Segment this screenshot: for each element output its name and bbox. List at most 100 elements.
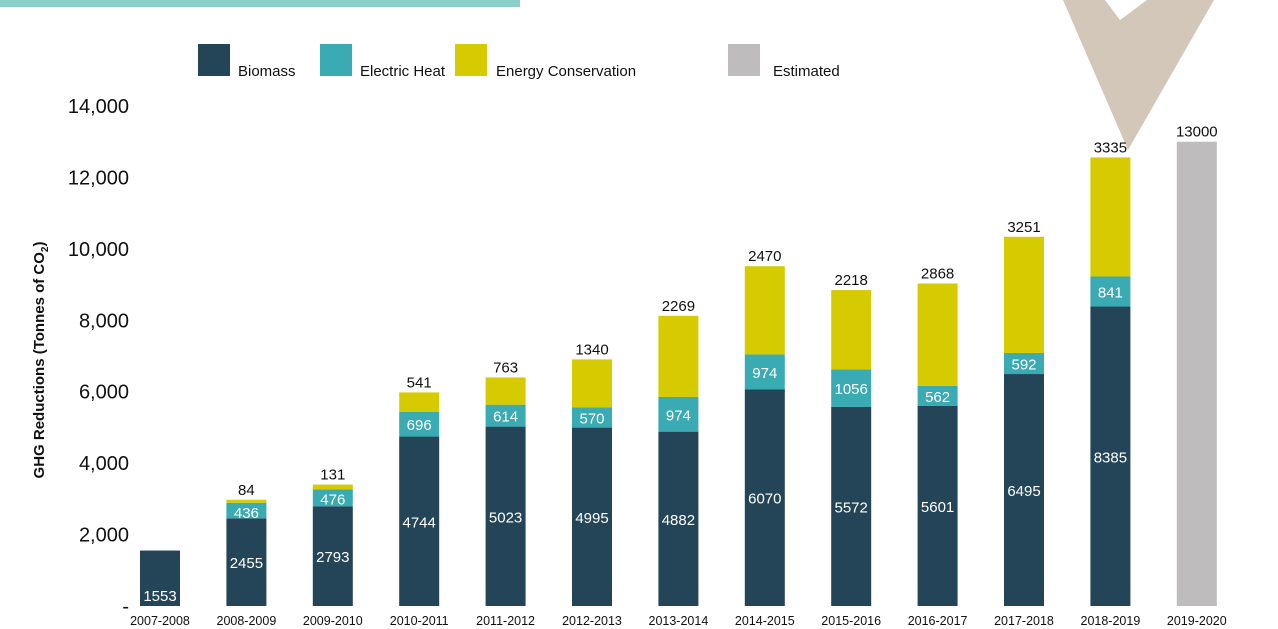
- bar-electric-heat-2016-2017: [917, 385, 958, 406]
- bar-layer: [140, 141, 1217, 606]
- bar-biomass-2018-2019: [1090, 306, 1131, 606]
- bar-label-electric-heat-2018-2019: 841: [1098, 285, 1123, 302]
- bar-electric-heat-2015-2016: [831, 369, 872, 407]
- bar-biomass-2008-2009: [226, 518, 267, 606]
- bar-electric-heat-2013-2014: [658, 396, 699, 432]
- x-tick-label-2007-2008: 2007-2008: [130, 614, 190, 628]
- bar-label-energy-conservation-2008-2009: 84: [238, 482, 255, 499]
- bar-biomass-2011-2012: [485, 426, 526, 606]
- bar-biomass-2016-2017: [917, 405, 958, 606]
- bar-label-energy-conservation-2011-2012: 763: [493, 359, 518, 376]
- bar-label-biomass-2013-2014: 4882: [662, 512, 695, 529]
- x-tick-label-2008-2009: 2008-2009: [217, 614, 277, 628]
- x-tick-label-2015-2016: 2015-2016: [821, 614, 881, 628]
- bar-label-energy-conservation-2017-2018: 3251: [1007, 219, 1040, 236]
- bar-label-biomass-2007-2008: 1553: [143, 588, 176, 605]
- bar-label-electric-heat-2012-2013: 570: [579, 410, 604, 427]
- bar-label-estimated-2019-2020: 13000: [1176, 124, 1218, 141]
- bar-label-biomass-2010-2011: 4744: [403, 514, 436, 531]
- y-tick-label-10-000: 10,000: [68, 239, 129, 261]
- bar-energy-conservation-2010-2011: [399, 392, 440, 412]
- x-tick-label-2013-2014: 2013-2014: [649, 614, 709, 628]
- bar-electric-heat-2014-2015: [744, 354, 785, 390]
- bar-energy-conservation-2011-2012: [485, 377, 526, 405]
- bar-label-electric-heat-2017-2018: 592: [1011, 356, 1036, 373]
- bar-energy-conservation-2016-2017: [917, 283, 958, 386]
- x-tick-label-2009-2010: 2009-2010: [303, 614, 363, 628]
- bar-label-biomass-2016-2017: 5601: [921, 499, 954, 516]
- x-tick-label-2016-2017: 2016-2017: [908, 614, 968, 628]
- bar-label-biomass-2009-2010: 2793: [316, 549, 349, 566]
- bar-label-energy-conservation-2015-2016: 2218: [835, 272, 868, 289]
- bar-label-energy-conservation-2012-2013: 1340: [575, 341, 608, 358]
- bar-electric-heat-2009-2010: [312, 489, 353, 507]
- legend-label-electric-heat: Electric Heat: [360, 63, 446, 80]
- bar-electric-heat-2018-2019: [1090, 276, 1131, 307]
- y-tick-label-2-000: 2,000: [79, 525, 129, 547]
- y-axis-label-suffix: ): [31, 242, 48, 247]
- bar-label-electric-heat-2015-2016: 1056: [835, 381, 868, 398]
- bar-label-layer: 1553 2455 436 84 2793 476 131 4744 696 541 5023 614…: [143, 124, 1217, 605]
- bar-estimated-2019-2020: [1176, 141, 1217, 606]
- bar-label-electric-heat-2010-2011: 696: [407, 417, 432, 434]
- x-tick-label-2017-2018: 2017-2018: [994, 614, 1054, 628]
- bar-energy-conservation-2017-2018: [1004, 236, 1044, 353]
- bar-biomass-2007-2008: [140, 550, 180, 606]
- bar-biomass-2017-2018: [1004, 374, 1044, 606]
- legend-label-energy-conservation: Energy Conservation: [496, 63, 637, 80]
- y-tick-label-4-000: 4,000: [79, 453, 129, 475]
- bar-label-biomass-2017-2018: 6495: [1007, 483, 1040, 500]
- header-decoration: [0, 0, 520, 7]
- legend-swatch-biomass: [198, 44, 230, 76]
- y-axis-label-subscript: 2: [40, 246, 51, 252]
- bar-biomass-2010-2011: [399, 436, 440, 606]
- bar-label-electric-heat-2016-2017: 562: [925, 389, 950, 406]
- bar-label-biomass-2011-2012: 5023: [489, 509, 522, 526]
- x-tick-label-2018-2019: 2018-2019: [1081, 614, 1141, 628]
- y-axis-label-main: GHG Reductions (Tonnes of CO: [31, 252, 48, 479]
- bar-label-energy-conservation-2010-2011: 541: [407, 374, 432, 391]
- bar-label-electric-heat-2014-2015: 974: [752, 365, 777, 382]
- bar-label-energy-conservation-2009-2010: 131: [320, 467, 345, 484]
- bar-label-biomass-2015-2016: 5572: [835, 500, 868, 517]
- bar-label-energy-conservation-2018-2019: 3335: [1094, 139, 1127, 156]
- legend-label-estimated: Estimated: [773, 63, 840, 80]
- bar-energy-conservation-2008-2009: [226, 499, 267, 503]
- bar-electric-heat-2017-2018: [1004, 352, 1044, 375]
- x-tick-label-2019-2020: 2019-2020: [1167, 614, 1227, 628]
- bar-biomass-2009-2010: [312, 506, 353, 606]
- bar-label-electric-heat-2013-2014: 974: [666, 407, 691, 424]
- bar-energy-conservation-2012-2013: [572, 359, 612, 408]
- y-tick-label-12-000: 12,000: [68, 167, 129, 189]
- legend-label-biomass: Biomass: [238, 63, 296, 80]
- y-tick-label-6-000: 6,000: [79, 382, 129, 404]
- bar-label-energy-conservation-2014-2015: 2470: [748, 248, 781, 265]
- bar-label-electric-heat-2008-2009: 436: [234, 505, 259, 522]
- bar-energy-conservation-2009-2010: [312, 484, 353, 490]
- bar-label-biomass-2018-2019: 8385: [1094, 449, 1127, 466]
- bar-label-biomass-2014-2015: 6070: [748, 491, 781, 508]
- x-tick-label-2014-2015: 2014-2015: [735, 614, 795, 628]
- x-tick-label-2012-2013: 2012-2013: [562, 614, 622, 628]
- y-tick-label-14-000: 14,000: [68, 96, 129, 118]
- bar-electric-heat-2011-2012: [485, 404, 526, 427]
- legend-swatch-estimated: [728, 44, 760, 76]
- bar-label-electric-heat-2011-2012: 614: [493, 409, 518, 426]
- bar-biomass-2014-2015: [744, 389, 785, 606]
- bar-electric-heat-2010-2011: [399, 411, 440, 437]
- bar-biomass-2013-2014: [658, 431, 699, 606]
- y-axis: - 2,000 4,000 6,000 8,000 10,000 12,000 14,000: [68, 96, 129, 618]
- bar-energy-conservation-2015-2016: [831, 290, 872, 370]
- bar-energy-conservation-2014-2015: [744, 266, 785, 355]
- bar-biomass-2012-2013: [572, 427, 612, 606]
- bar-label-energy-conservation-2013-2014: 2269: [662, 298, 695, 315]
- bar-energy-conservation-2013-2014: [658, 315, 699, 397]
- legend-swatch-electric-heat: [320, 44, 352, 76]
- bar-label-energy-conservation-2016-2017: 2868: [921, 265, 954, 282]
- x-tick-label-2010-2011: 2010-2011: [390, 614, 449, 628]
- bar-electric-heat-2008-2009: [226, 502, 267, 519]
- bar-label-biomass-2012-2013: 4995: [575, 510, 608, 527]
- x-tick-label-2011-2012: 2011-2012: [476, 614, 535, 628]
